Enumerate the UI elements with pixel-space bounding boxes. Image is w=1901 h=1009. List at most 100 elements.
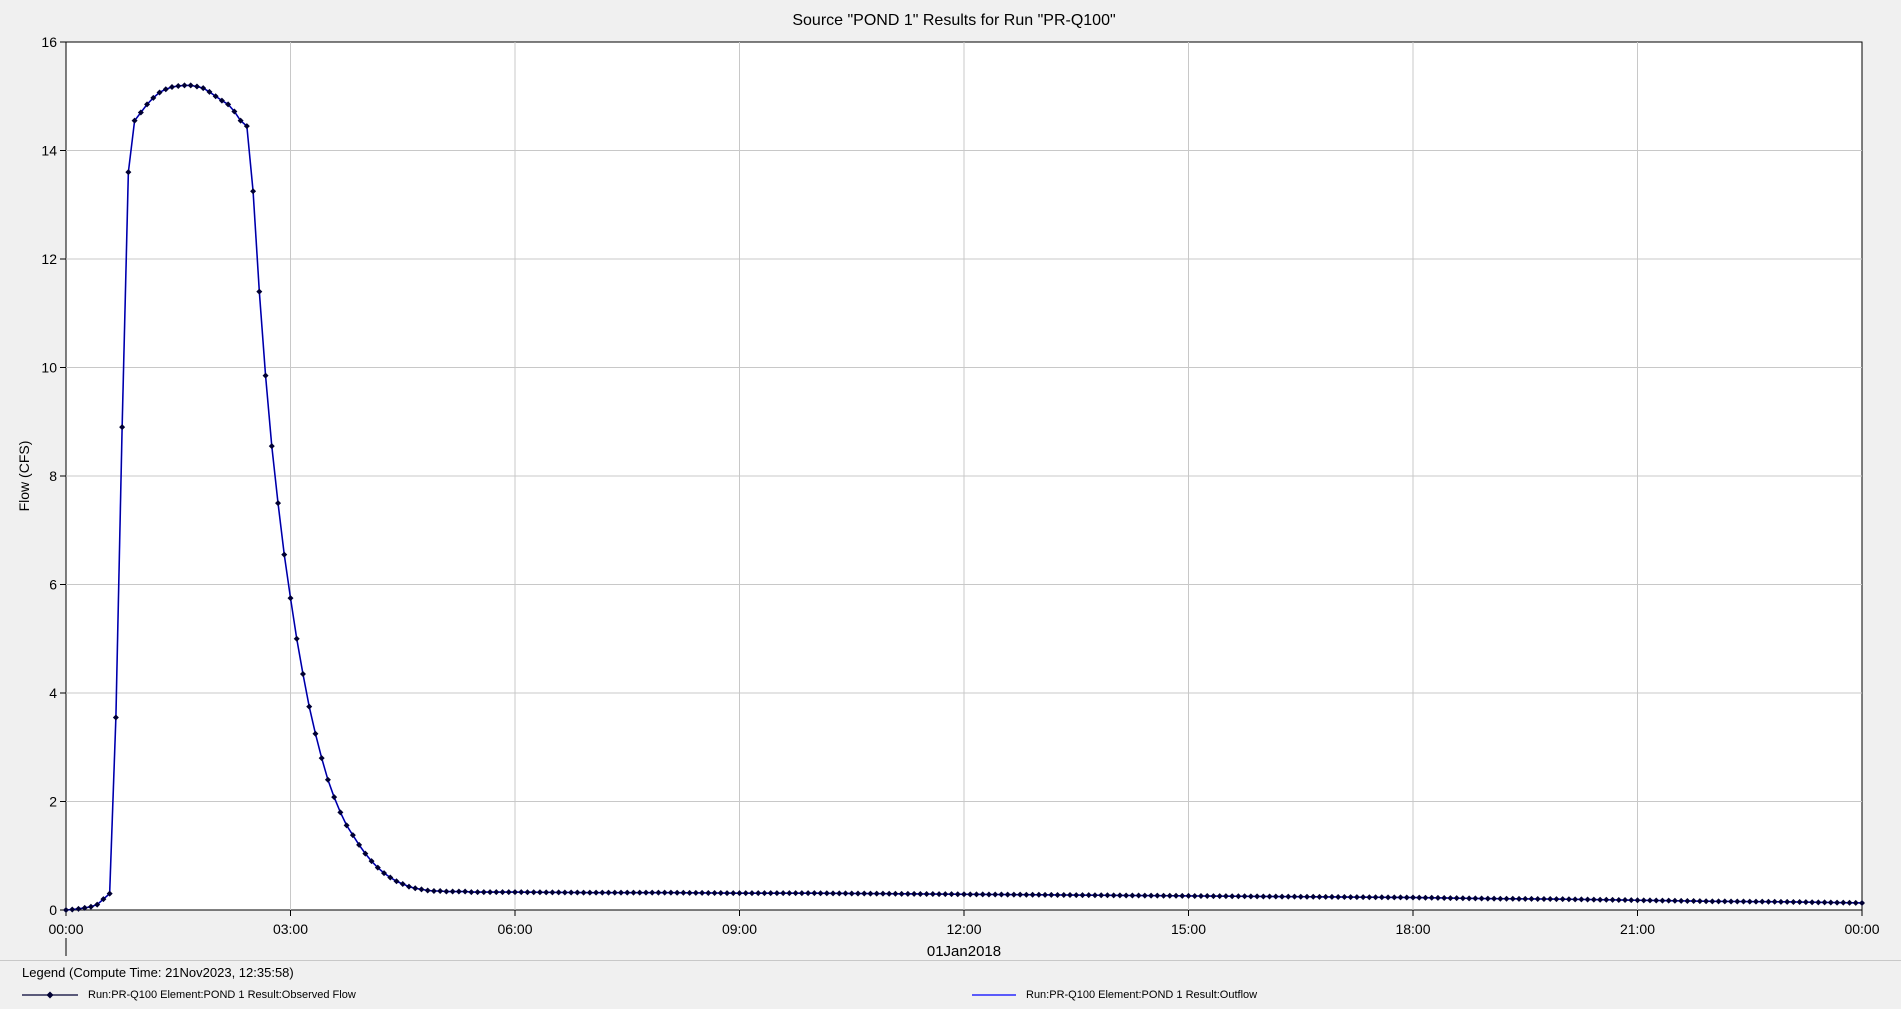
data-point-observed-flow [69,906,76,913]
data-point-observed-flow [879,890,886,897]
data-point-observed-flow [1428,894,1435,901]
data-point-observed-flow [1197,892,1204,899]
data-point-observed-flow [961,891,967,898]
data-point-observed-flow [618,889,625,896]
y-tick-label: 6 [49,577,57,593]
data-point-observed-flow [206,88,213,95]
data-point-observed-flow [449,888,456,895]
data-point-observed-flow [1777,898,1784,905]
data-point-observed-flow [524,889,531,896]
data-point-observed-flow [162,86,169,93]
data-point-observed-flow [275,500,282,507]
data-point-observed-flow [904,890,911,897]
legend-title: Legend (Compute Time: 21Nov2023, 12:35:5… [22,965,294,980]
data-point-observed-flow [1378,894,1385,901]
data-point-observed-flow [1010,891,1017,898]
data-point-observed-flow [312,730,319,737]
data-point-observed-flow [1628,897,1635,904]
data-point-observed-flow [536,889,543,896]
data-point-observed-flow [649,889,656,896]
data-point-observed-flow [212,93,219,100]
data-point-observed-flow [1372,894,1379,901]
data-point-observed-flow [948,891,955,898]
data-point-observed-flow [256,288,263,295]
y-tick-label: 10 [41,360,57,376]
data-point-observed-flow [119,424,126,431]
data-point-observed-flow [1391,894,1398,901]
data-point-observed-flow [1752,898,1759,905]
data-point-observed-flow [156,89,163,96]
series-layer [63,82,1865,913]
data-point-observed-flow [131,117,138,124]
data-point-observed-flow [318,755,325,762]
data-point-observed-flow [1148,892,1155,899]
data-point-observed-flow [293,635,300,642]
data-point-observed-flow [911,890,918,897]
data-point-observed-flow [349,832,356,839]
data-point-observed-flow [1659,897,1666,904]
data-point-observed-flow [936,891,943,898]
data-point-observed-flow [1796,899,1803,906]
data-point-observed-flow [1328,893,1335,900]
data-point-observed-flow [468,889,475,896]
data-point-observed-flow [1859,899,1865,906]
data-point-observed-flow [1634,897,1641,904]
data-point-observed-flow [967,891,974,898]
data-point-observed-flow [1815,899,1822,906]
data-point-observed-flow [1640,897,1647,904]
data-point-observed-flow [87,903,94,910]
data-point-observed-flow [680,889,687,896]
data-point-observed-flow [487,889,494,896]
data-point-observed-flow [1622,897,1629,904]
data-point-observed-flow [543,889,550,896]
data-point-observed-flow [381,870,388,877]
data-point-observed-flow [998,891,1005,898]
data-point-observed-flow [1827,899,1834,906]
data-point-observed-flow [1366,894,1373,901]
data-point-observed-flow [767,890,774,897]
data-point-observed-flow [1054,891,1061,898]
data-point-observed-flow [1141,892,1148,899]
data-point-observed-flow [748,890,755,897]
data-point-observed-flow [169,84,176,91]
data-point-observed-flow [1709,898,1716,905]
data-point-observed-flow [842,890,849,897]
data-point-observed-flow [94,901,101,908]
data-point-observed-flow [1578,896,1585,903]
data-point-observed-flow [193,83,200,90]
data-point-observed-flow [561,889,568,896]
data-point-observed-flow [144,101,151,108]
data-point-observed-flow [181,82,188,89]
grid-lines [66,42,1862,910]
data-point-observed-flow [424,887,431,894]
data-point-observed-flow [1204,893,1211,900]
data-point-observed-flow [299,670,306,677]
data-point-observed-flow [1104,892,1111,899]
data-point-observed-flow [250,188,257,195]
data-point-observed-flow [1085,892,1092,899]
data-point-observed-flow [717,890,724,897]
data-point-observed-flow [1715,898,1722,905]
data-point-observed-flow [1696,898,1703,905]
data-point-observed-flow [1809,899,1816,906]
data-point-observed-flow [1091,892,1098,899]
data-point-observed-flow [1784,898,1791,905]
data-point-observed-flow [1403,894,1410,901]
data-point-observed-flow [624,889,631,896]
data-point-observed-flow [1721,898,1728,905]
data-point-observed-flow [1017,891,1024,898]
data-point-observed-flow [1846,899,1853,906]
x-tick-label: 00:00 [1844,921,1879,937]
data-point-observed-flow [237,117,244,124]
data-point-observed-flow [642,889,649,896]
y-tick-label: 8 [49,468,57,484]
y-tick-label: 0 [49,902,57,918]
data-point-observed-flow [1410,894,1416,901]
y-tick-label: 12 [41,251,57,267]
data-point-observed-flow [368,858,375,865]
data-point-observed-flow [1590,896,1597,903]
data-point-observed-flow [1353,894,1360,901]
data-point-observed-flow [730,890,737,897]
data-point-observed-flow [1422,894,1429,901]
data-point-observed-flow [437,888,444,895]
